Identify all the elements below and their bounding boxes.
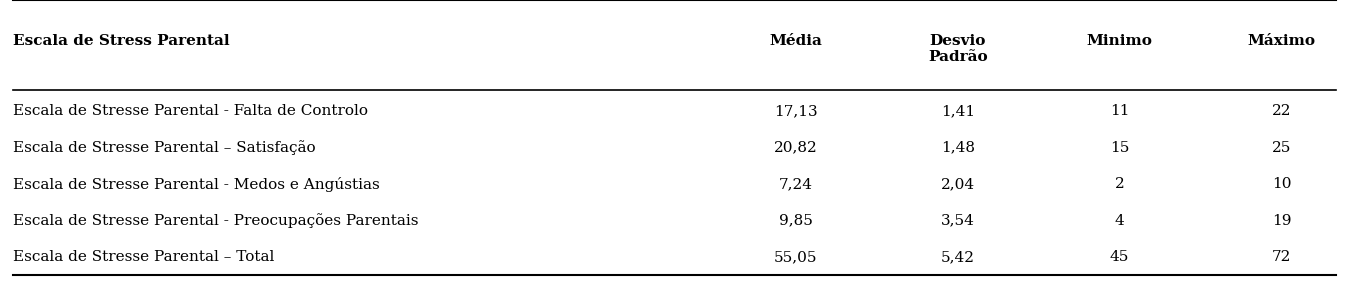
Text: Escala de Stresse Parental – Satisfação: Escala de Stresse Parental – Satisfação xyxy=(13,140,316,155)
Text: Escala de Stress Parental: Escala de Stress Parental xyxy=(13,34,231,48)
Text: 1,41: 1,41 xyxy=(940,104,975,118)
Text: 2: 2 xyxy=(1114,177,1125,191)
Text: 7,24: 7,24 xyxy=(778,177,813,191)
Text: 55,05: 55,05 xyxy=(774,250,817,264)
Text: 72: 72 xyxy=(1272,250,1291,264)
Text: 19: 19 xyxy=(1272,214,1291,228)
Text: 2,04: 2,04 xyxy=(940,177,975,191)
Text: Média: Média xyxy=(769,34,823,48)
Text: 11: 11 xyxy=(1110,104,1129,118)
Text: Minimo: Minimo xyxy=(1087,34,1152,48)
Text: Desvio
Padrão: Desvio Padrão xyxy=(928,34,987,64)
Text: 3,54: 3,54 xyxy=(940,214,975,228)
Text: 22: 22 xyxy=(1272,104,1291,118)
Text: Escala de Stresse Parental - Falta de Controlo: Escala de Stresse Parental - Falta de Co… xyxy=(13,104,368,118)
Text: 4: 4 xyxy=(1114,214,1125,228)
Text: Escala de Stresse Parental - Medos e Angústias: Escala de Stresse Parental - Medos e Ang… xyxy=(13,176,380,192)
Text: 1,48: 1,48 xyxy=(940,140,975,155)
Text: 45: 45 xyxy=(1110,250,1129,264)
Text: Escala de Stresse Parental – Total: Escala de Stresse Parental – Total xyxy=(13,250,275,264)
Text: 25: 25 xyxy=(1272,140,1291,155)
Text: Máximo: Máximo xyxy=(1248,34,1315,48)
Text: 10: 10 xyxy=(1272,177,1291,191)
Text: 17,13: 17,13 xyxy=(774,104,817,118)
Text: 15: 15 xyxy=(1110,140,1129,155)
Text: 20,82: 20,82 xyxy=(774,140,817,155)
Text: Escala de Stresse Parental - Preocupações Parentais: Escala de Stresse Parental - Preocupaçõe… xyxy=(13,213,420,228)
Text: 5,42: 5,42 xyxy=(940,250,975,264)
Text: 9,85: 9,85 xyxy=(778,214,813,228)
